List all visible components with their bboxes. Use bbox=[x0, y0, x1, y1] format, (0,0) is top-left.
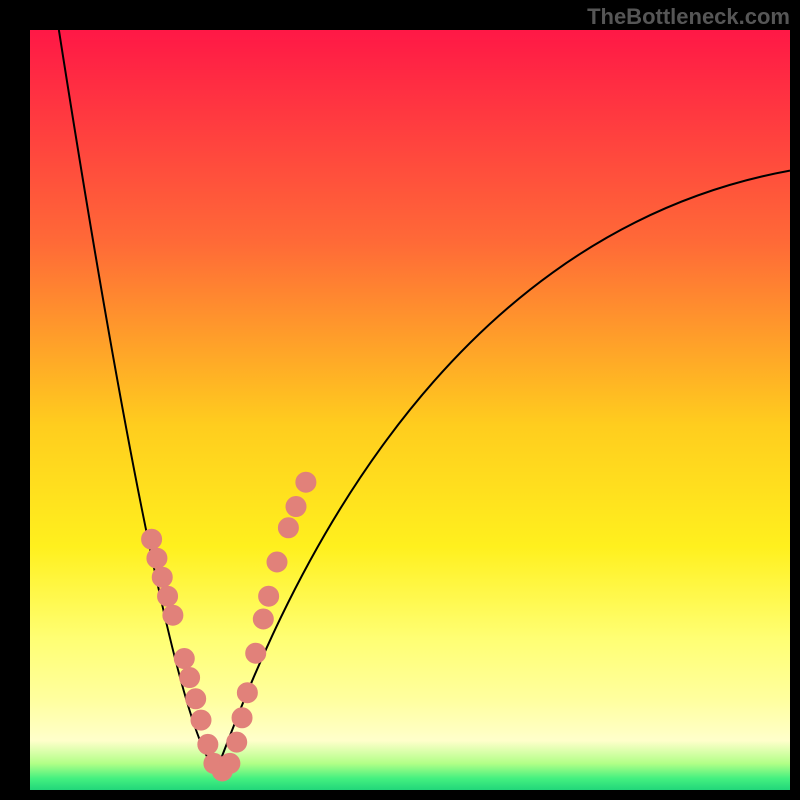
marker-point bbox=[227, 732, 247, 752]
marker-point bbox=[259, 586, 279, 606]
marker-point bbox=[296, 472, 316, 492]
chart-container: TheBottleneck.com bbox=[0, 0, 800, 800]
marker-point bbox=[158, 586, 178, 606]
marker-point bbox=[278, 518, 298, 538]
marker-point bbox=[191, 710, 211, 730]
marker-point bbox=[232, 708, 252, 728]
plot-area bbox=[30, 30, 790, 790]
marker-point bbox=[198, 734, 218, 754]
marker-point bbox=[220, 753, 240, 773]
marker-point bbox=[253, 609, 273, 629]
chart-svg bbox=[30, 30, 790, 790]
marker-point bbox=[142, 529, 162, 549]
marker-point bbox=[246, 643, 266, 663]
watermark-text: TheBottleneck.com bbox=[587, 4, 790, 30]
marker-point bbox=[237, 683, 257, 703]
marker-point bbox=[286, 497, 306, 517]
marker-point bbox=[267, 552, 287, 572]
marker-point bbox=[152, 567, 172, 587]
marker-point bbox=[163, 605, 183, 625]
marker-point bbox=[180, 668, 200, 688]
marker-point bbox=[174, 649, 194, 669]
marker-point bbox=[147, 548, 167, 568]
marker-point bbox=[186, 689, 206, 709]
